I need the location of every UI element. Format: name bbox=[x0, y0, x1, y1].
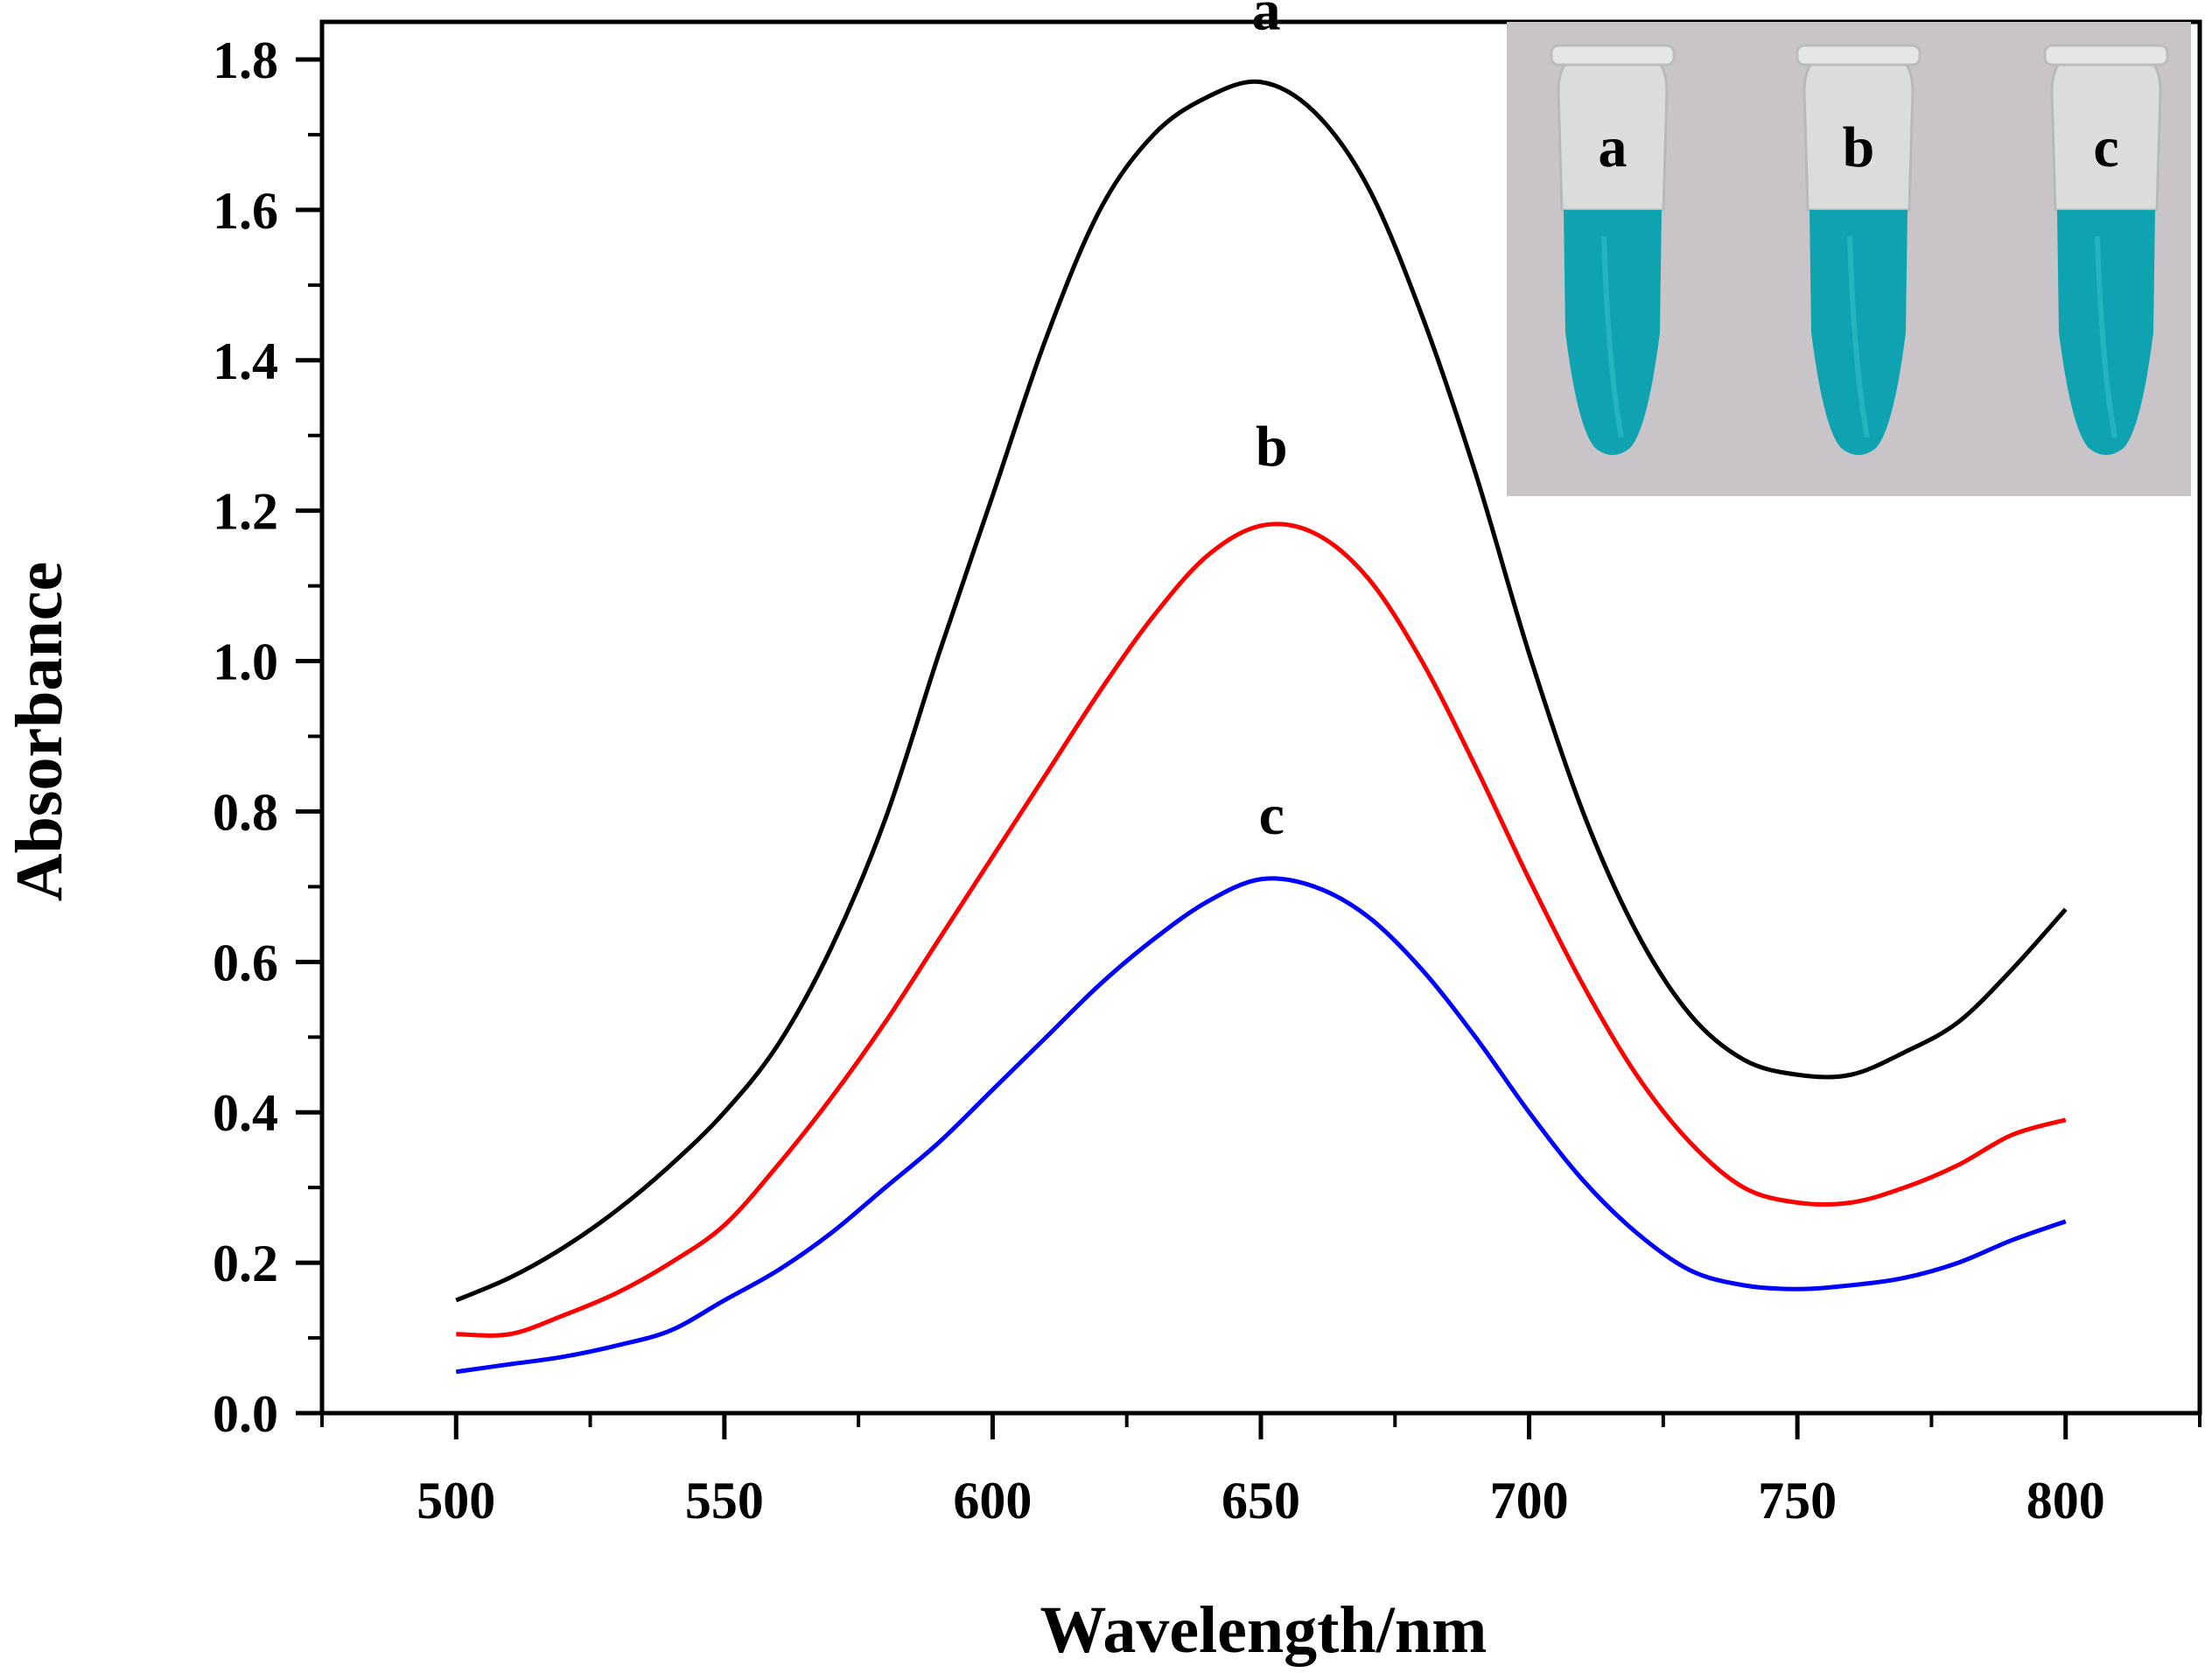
series-label-b: b bbox=[1256, 415, 1288, 479]
inset-tube-label-b: b bbox=[1843, 116, 1875, 179]
tube-rim bbox=[2043, 44, 2169, 66]
x-tick-label: 500 bbox=[416, 1472, 495, 1530]
x-tick-label: 550 bbox=[685, 1472, 764, 1530]
inset-photo: a b c bbox=[1507, 22, 2191, 496]
series-group: a b c bbox=[455, 0, 2068, 1375]
tube-rim bbox=[1796, 44, 1922, 66]
tube-highlight bbox=[2095, 235, 2118, 438]
series-line-c bbox=[455, 876, 2067, 1375]
y-tick-label: 1.8 bbox=[213, 32, 278, 89]
y-tick-label: 1.0 bbox=[213, 634, 278, 691]
tube-liquid bbox=[1564, 210, 1662, 455]
tube-liquid bbox=[2057, 210, 2155, 455]
x-tick-label: 700 bbox=[1490, 1472, 1569, 1530]
series-line-b bbox=[456, 522, 2067, 1338]
series-label-a: a bbox=[1252, 0, 1281, 43]
x-axis-title: Wavelength/nm bbox=[1040, 1593, 1488, 1667]
y-axis-title: Absorbance bbox=[3, 562, 76, 901]
y-tick-label: 1.6 bbox=[213, 182, 278, 240]
tube-highlight bbox=[1601, 235, 1624, 438]
tube-highlight bbox=[1847, 235, 1870, 438]
y-tick-label: 0.2 bbox=[213, 1235, 278, 1292]
x-tick-label: 750 bbox=[1758, 1472, 1837, 1530]
tube-group: a b c bbox=[1550, 44, 2169, 455]
y-tick-label: 0.0 bbox=[213, 1385, 278, 1443]
x-tick-label: 600 bbox=[953, 1472, 1032, 1530]
series-line-a bbox=[455, 79, 2068, 1303]
y-tick-label: 0.4 bbox=[213, 1084, 278, 1142]
tube-liquid bbox=[1810, 210, 1908, 455]
y-tick-label: 0.6 bbox=[213, 934, 278, 991]
x-tick-label: 800 bbox=[2026, 1472, 2105, 1530]
x-tick-label: 650 bbox=[1222, 1472, 1300, 1530]
y-axis-ticks: 0.0 0.2 0.4 0.6 0.8 1.0 1.2 1.4 1.6 1.8 bbox=[213, 32, 322, 1443]
inset-tube-label-c: c bbox=[2093, 116, 2118, 179]
inset-tube-label-a: a bbox=[1599, 116, 1628, 179]
series-label-c: c bbox=[1259, 783, 1284, 847]
y-tick-label: 1.2 bbox=[213, 483, 278, 541]
tube-rim bbox=[1550, 44, 1676, 66]
y-tick-label: 1.4 bbox=[213, 332, 278, 390]
x-axis-ticks: 500 550 600 650 700 750 800 bbox=[320, 1413, 2202, 1530]
y-tick-label: 0.8 bbox=[213, 783, 278, 841]
